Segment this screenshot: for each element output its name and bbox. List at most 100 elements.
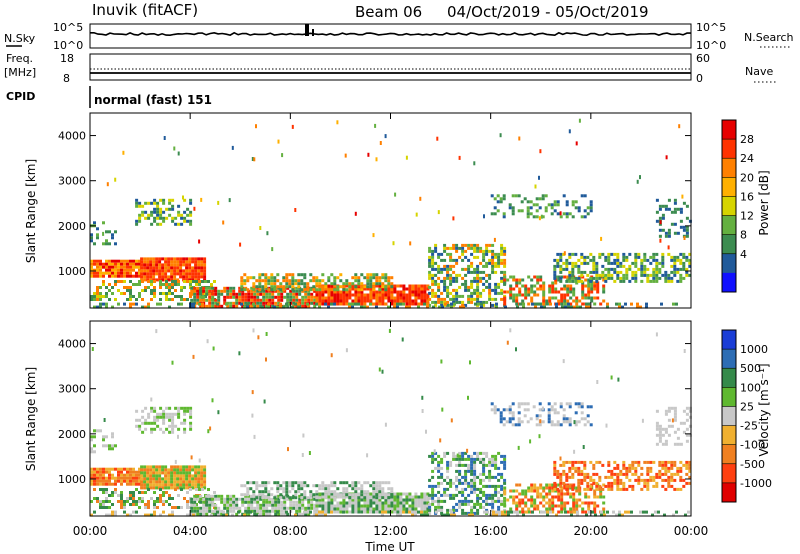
echo-cell [491,454,495,458]
echo-cell [449,291,453,295]
echo-cell [387,282,391,286]
echo-cell [168,503,171,506]
echo-cell [411,495,415,499]
echo-cell [672,513,675,517]
echo-cell [140,477,144,481]
echo-cell [461,300,465,304]
echo-cell [649,475,653,479]
echo-cell [553,460,557,464]
echo-cell [138,201,142,205]
echo-cell [545,483,549,487]
echo-cell [461,267,465,271]
echo-cell [156,222,160,226]
echo-cell [291,279,295,283]
echo-cell [583,417,587,421]
echo-cell [578,498,582,502]
echo-cell [685,273,689,277]
echo-cell [593,287,597,291]
echo-cell [315,276,319,280]
echo-cell [336,288,340,292]
echo-cell [243,513,246,517]
echo-cell [564,305,567,309]
echo-cell [387,287,391,291]
echo-cell [193,500,197,504]
echo-cell [153,201,157,205]
echo-cell [437,297,441,301]
echo-cell [190,455,193,460]
echo-cell [482,490,486,494]
echo-cell [640,466,644,470]
echo-cell [544,194,548,198]
echo-cell [651,513,654,517]
echo-cell [536,281,540,285]
echo-cell [627,510,630,514]
echo-cell [342,510,345,514]
echo-cell [185,471,189,475]
echo-cell [93,470,96,474]
echo-cell [570,513,573,517]
echo-cell [517,423,521,427]
echo-cell [198,302,201,306]
echo-cell [369,496,373,500]
echo-cell [357,290,361,294]
echo-cell [586,273,590,277]
echo-cell [436,136,439,141]
echo-cell [111,268,114,272]
echo-cell [667,198,671,202]
echo-cell [464,499,468,503]
echo-cell [672,302,675,306]
echo-cell [159,494,162,497]
echo-cell [336,493,340,497]
echo-cell [294,496,298,500]
echo-cell [497,451,501,455]
echo-cell [667,475,671,479]
echo-cell [390,495,394,499]
echo-cell [518,136,521,141]
echo-cell [655,267,659,271]
echo-cell [354,273,358,277]
echo-cell [285,490,289,494]
echo-cell [533,483,537,487]
echo-cell [450,305,453,309]
echo-cell [622,466,626,470]
echo-cell [223,506,227,510]
echo-cell [381,296,385,300]
echo-cell [456,453,459,458]
echo-cell [283,500,287,504]
echo-cell [309,288,313,292]
echo-cell [129,274,132,278]
echo-cell [446,511,450,515]
echo-cell [520,402,524,406]
echo-cell [450,302,453,306]
echo-cell [369,290,373,294]
echo-cell [479,472,483,476]
echo-cell [150,497,153,500]
echo-cell [262,512,266,516]
echo-cell [258,484,262,488]
echo-cell [381,496,385,500]
echo-cell [129,473,132,477]
echo-cell [140,278,144,282]
echo-cell [496,194,500,198]
echo-cell [258,285,262,289]
echo-cell [205,494,209,498]
echo-cell [527,302,531,306]
echo-cell [530,483,534,487]
echo-cell [330,507,334,511]
echo-cell [375,498,379,502]
echo-cell [607,481,611,485]
echo-cell [197,263,201,267]
echo-cell [182,269,186,273]
echo-cell [562,469,566,473]
echo-cell [452,297,456,301]
echo-cell [229,506,233,510]
echo-cell [259,304,263,308]
echo-cell [162,503,165,506]
echo-cell [141,421,145,425]
echo-cell [551,510,555,514]
echo-cell [129,503,132,506]
echo-cell [589,200,593,204]
echo-cell [557,278,561,282]
echo-cell [488,273,492,277]
echo-cell [168,298,171,301]
